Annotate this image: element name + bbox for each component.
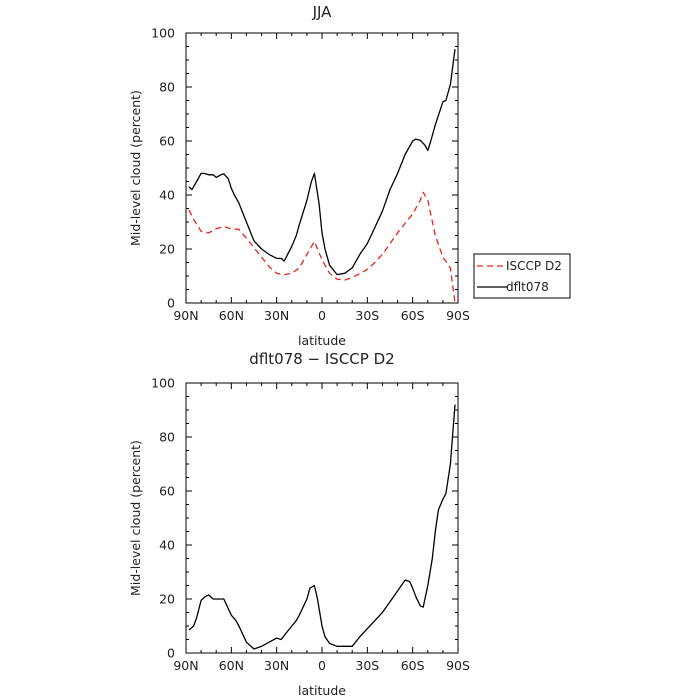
y-tick-label: 80	[159, 430, 175, 445]
y-tick-label: 80	[159, 80, 175, 95]
y-tick-label: 20	[159, 242, 175, 257]
bottom-panel: dflt078 − ISCCP D2 90N 60N 30N 0 30S 60S 90S 0…	[128, 350, 470, 698]
legend: ISCCP D2 dflt078	[473, 253, 571, 299]
series-lines	[188, 404, 456, 650]
panel-title: JJA	[312, 3, 333, 21]
x-tick-label: 90N	[173, 658, 198, 673]
x-tick-label: 60N	[219, 308, 244, 323]
x-tick-label: 90N	[173, 308, 198, 323]
y-axis-label: Mid-level cloud (percent)	[128, 90, 143, 246]
x-tick-label: 0	[318, 308, 326, 323]
x-tick-label: 90S	[446, 308, 470, 323]
series-line-difference	[188, 404, 456, 650]
plot-frame	[185, 32, 459, 304]
x-axis-label: latitude	[298, 683, 346, 698]
plot-frame	[185, 382, 459, 654]
x-axis: 90N 60N 30N 0 30S 60S 90S	[173, 33, 470, 323]
y-axis-label: Mid-level cloud (percent)	[128, 440, 143, 596]
y-tick-label: 40	[159, 188, 175, 203]
y-tick-label: 60	[159, 484, 175, 499]
panel-title: dflt078 − ISCCP D2	[249, 350, 394, 368]
x-tick-label: 30S	[355, 658, 379, 673]
top-panel: JJA 90N 60N 30N 0 30S 60S 90S 0 20 40 60 80 100 lat…	[128, 3, 571, 348]
legend-label-dflt: dflt078	[506, 280, 549, 294]
series-line-dflt078	[188, 49, 456, 276]
x-tick-label: 30N	[264, 308, 289, 323]
y-tick-label: 0	[167, 296, 175, 311]
y-tick-label: 20	[159, 592, 175, 607]
x-axis-label: latitude	[298, 333, 346, 348]
series-line-isccp-d2	[188, 191, 456, 304]
y-tick-label: 0	[167, 646, 175, 661]
y-axis: 0 20 40 60 80 100	[151, 26, 458, 311]
y-tick-label: 40	[159, 538, 175, 553]
x-tick-label: 30S	[355, 308, 379, 323]
y-tick-label: 60	[159, 134, 175, 149]
legend-box	[473, 253, 571, 299]
x-axis: 90N 60N 30N 0 30S 60S 90S	[173, 383, 470, 673]
x-tick-label: 0	[318, 658, 326, 673]
x-tick-label: 60N	[219, 658, 244, 673]
y-axis: 0 20 40 60 80 100	[151, 376, 458, 661]
y-tick-label: 100	[151, 376, 175, 391]
series-lines	[188, 49, 456, 304]
y-tick-label: 100	[151, 26, 175, 41]
legend-label-isccp: ISCCP D2	[506, 259, 562, 273]
x-tick-label: 90S	[446, 658, 470, 673]
x-tick-label: 60S	[401, 308, 425, 323]
x-tick-label: 30N	[264, 658, 289, 673]
x-tick-label: 60S	[401, 658, 425, 673]
